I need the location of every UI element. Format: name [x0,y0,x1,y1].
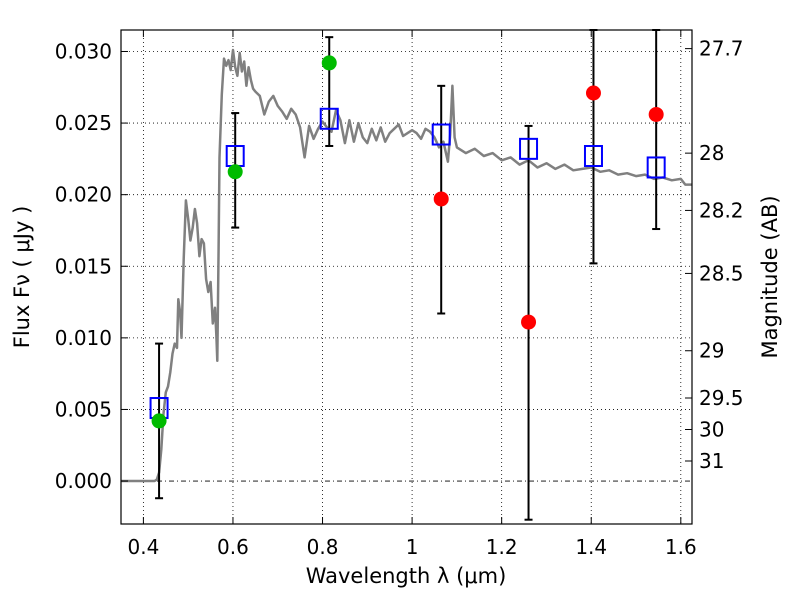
plot-background [121,30,692,524]
flux-circle-marker [321,55,337,71]
flux-circle-marker [648,106,664,122]
y2-axis-label: Magnitude (AB) [758,195,782,358]
x-tick-label: 1.6 [665,535,697,559]
x-tick-labels: 0.4 0.6 0.8 1 1.2 1.4 1.6 [127,535,696,559]
x-tick-label: 1 [406,535,419,559]
y-tick-label: 0.015 [55,254,112,278]
x-axis-label: Wavelength λ (μm) [306,564,507,588]
flux-circle-marker [521,314,537,330]
y-tick-labels: 0.000 0.005 0.010 0.015 0.020 0.025 0.030 [55,39,112,493]
flux-circle-marker [433,191,449,207]
x-tick-label: 0.4 [127,535,159,559]
y-tick-label: 0.005 [55,397,112,421]
data-markers [149,55,666,429]
y2-tick-label: 28 [699,141,724,165]
y-tick-label: 0.030 [55,39,112,63]
y-axis-label: Flux Fν ( μJy ) [10,206,34,349]
y2-tick-label: 29 [699,339,724,363]
x-tick-label: 0.6 [217,535,249,559]
photometry-square-marker [519,137,539,160]
y-tick-label: 0.000 [55,469,112,493]
y2-tick-label: 30 [699,417,724,441]
photometry-square-marker [646,156,666,179]
model-spectrum [121,48,692,483]
photometry-square-marker [319,107,339,130]
y2-tick-label: 28.5 [699,261,744,285]
y2-tick-label: 31 [699,449,724,473]
x-tick-label: 1.2 [486,535,518,559]
y2-tick-labels: 27.7 28 28.2 28.5 29 29.5 30 31 [699,37,744,473]
y2-tick-label: 28.2 [699,198,744,222]
y-tick-label: 0.010 [55,326,112,350]
axis-ticks [121,30,692,524]
y2-tick-label: 29.5 [699,386,744,410]
flux-circle-marker [151,413,167,429]
plot-frame [120,29,693,525]
x-tick-label: 1.4 [575,535,607,559]
y2-tick-label: 27.7 [699,37,744,61]
flux-circle-marker [585,85,601,101]
spectrum-line [121,48,692,483]
y-tick-label: 0.020 [55,183,112,207]
x-tick-label: 0.8 [307,535,339,559]
photometry-square-marker [583,145,603,168]
y-tick-label: 0.025 [55,111,112,135]
flux-circle-marker [227,164,243,180]
photometry-square-marker [431,123,451,146]
